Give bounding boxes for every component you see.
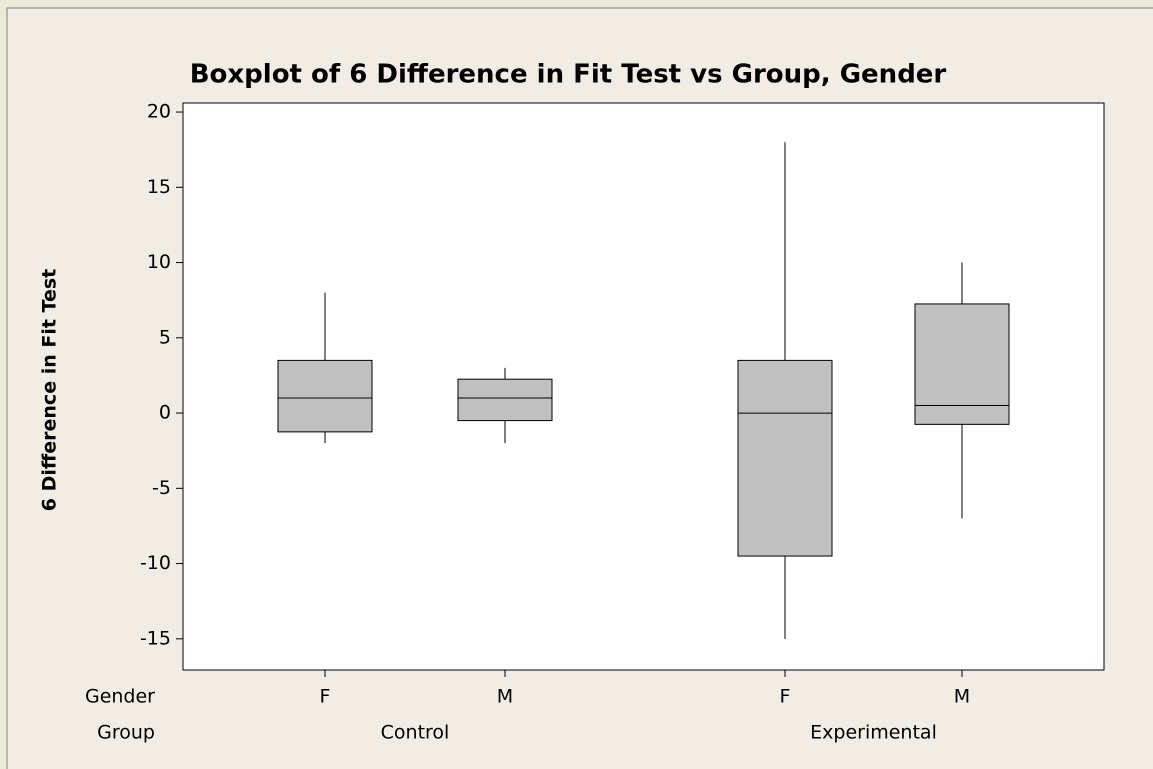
x-tick-label: F (320, 686, 331, 708)
y-tick-label: 10 (147, 251, 171, 273)
y-tick-label: 15 (147, 176, 171, 198)
x-tick-label: F (780, 686, 791, 708)
y-tick-label: -15 (140, 627, 171, 649)
box (737, 359, 833, 557)
group-label: Control (381, 722, 450, 744)
chart-title: Boxplot of 6 Difference in Fit Test vs G… (190, 60, 947, 90)
y-tick-label: 20 (147, 101, 171, 123)
box (457, 378, 553, 422)
group-row-label: Group (97, 722, 155, 744)
gender-row-label: Gender (85, 686, 155, 708)
y-axis-label: 6 Difference in Fit Test (39, 269, 61, 512)
group-label: Experimental (810, 722, 937, 744)
box (914, 303, 1010, 425)
y-tick-label: 0 (159, 402, 171, 424)
x-tick-label: M (497, 686, 513, 708)
y-tick-label: -10 (140, 552, 171, 574)
y-tick-label: -5 (152, 477, 171, 499)
x-tick-label: M (954, 686, 970, 708)
box (277, 359, 373, 433)
y-tick-label: 5 (159, 326, 171, 348)
